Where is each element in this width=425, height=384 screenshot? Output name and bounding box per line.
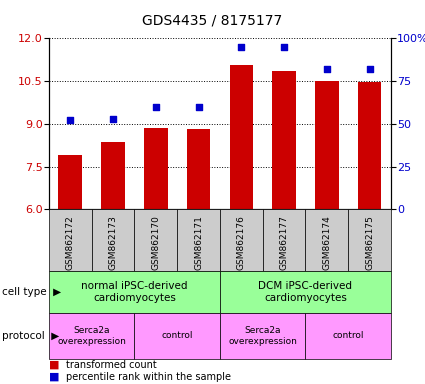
Point <box>153 104 159 110</box>
Text: GSM862174: GSM862174 <box>322 215 332 270</box>
Text: transformed count: transformed count <box>66 360 157 370</box>
Point <box>67 118 74 124</box>
Text: cell type  ▶: cell type ▶ <box>2 287 61 297</box>
Text: protocol  ▶: protocol ▶ <box>2 331 60 341</box>
Text: GSM862171: GSM862171 <box>194 215 203 270</box>
Bar <box>187 129 210 209</box>
Point <box>323 66 330 72</box>
Text: GSM862170: GSM862170 <box>151 215 160 270</box>
Bar <box>230 65 253 209</box>
Bar <box>272 71 296 209</box>
Text: ■: ■ <box>49 360 60 370</box>
Bar <box>358 82 381 209</box>
Point <box>280 44 287 50</box>
Text: GSM862176: GSM862176 <box>237 215 246 270</box>
Text: ■: ■ <box>49 372 60 382</box>
Point <box>110 116 116 122</box>
Text: GDS4435 / 8175177: GDS4435 / 8175177 <box>142 13 283 27</box>
Text: Serca2a
overexpression: Serca2a overexpression <box>228 326 297 346</box>
Text: normal iPSC-derived
cardiomyocytes: normal iPSC-derived cardiomyocytes <box>81 281 188 303</box>
Text: DCM iPSC-derived
cardiomyocytes: DCM iPSC-derived cardiomyocytes <box>258 281 352 303</box>
Text: GSM862177: GSM862177 <box>280 215 289 270</box>
Bar <box>315 81 339 209</box>
Text: GSM862173: GSM862173 <box>108 215 118 270</box>
Point <box>238 44 245 50</box>
Text: percentile rank within the sample: percentile rank within the sample <box>66 372 231 382</box>
Text: control: control <box>162 331 193 341</box>
Text: Serca2a
overexpression: Serca2a overexpression <box>57 326 126 346</box>
Text: GSM862175: GSM862175 <box>365 215 374 270</box>
Bar <box>144 128 167 209</box>
Bar <box>59 155 82 209</box>
Point <box>366 66 373 72</box>
Text: control: control <box>332 331 364 341</box>
Point <box>195 104 202 110</box>
Text: GSM862172: GSM862172 <box>66 215 75 270</box>
Bar <box>101 142 125 209</box>
